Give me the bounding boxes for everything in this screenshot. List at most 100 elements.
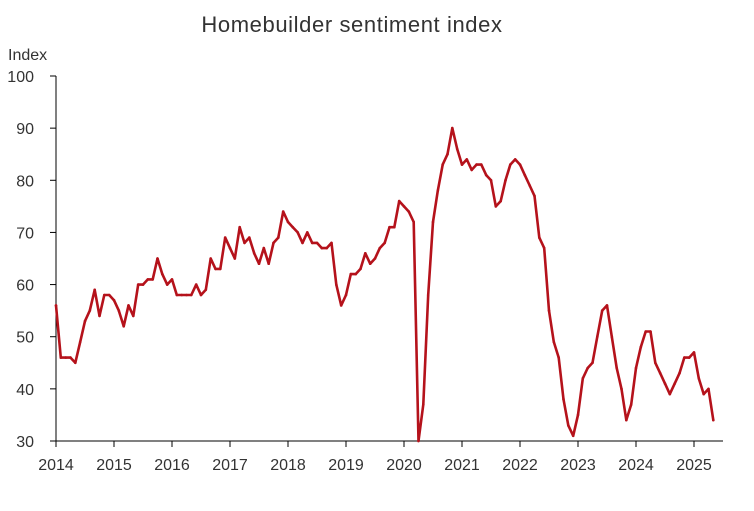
data-point-69 xyxy=(388,225,391,229)
data-point-24 xyxy=(170,278,174,281)
data-point-4 xyxy=(74,361,77,365)
data-point-44 xyxy=(267,262,271,266)
data-point-56 xyxy=(325,246,329,250)
data-point-110 xyxy=(586,366,589,370)
data-point-99 xyxy=(533,194,536,198)
data-point-83 xyxy=(455,147,459,151)
data-point-57 xyxy=(330,241,333,245)
data-point-125 xyxy=(658,371,662,375)
data-point-80 xyxy=(441,163,445,166)
data-point-54 xyxy=(315,241,319,245)
data-point-77 xyxy=(426,293,430,297)
data-point-5 xyxy=(78,340,82,344)
y-tick-label-30: 30 xyxy=(16,434,34,451)
data-point-129 xyxy=(678,371,681,375)
data-point-120 xyxy=(634,366,638,370)
data-point-121 xyxy=(639,345,643,349)
data-point-89 xyxy=(484,173,488,177)
data-point-58 xyxy=(335,283,338,286)
data-point-93 xyxy=(504,179,507,182)
data-point-31 xyxy=(204,288,208,292)
data-point-20 xyxy=(151,278,154,281)
data-point-67 xyxy=(378,246,382,250)
data-point-100 xyxy=(538,236,541,239)
x-tick-label-2014: 2014 xyxy=(38,457,74,474)
x-tick-label-2020: 2020 xyxy=(386,457,422,474)
data-point-38 xyxy=(238,225,241,229)
data-point-27 xyxy=(185,293,188,297)
x-tick-label-2015: 2015 xyxy=(96,457,132,474)
data-point-32 xyxy=(209,257,212,260)
x-tick-label-2019: 2019 xyxy=(328,457,364,474)
data-point-8 xyxy=(93,288,96,292)
data-point-106 xyxy=(567,424,570,427)
data-point-46 xyxy=(277,236,280,239)
x-axis-ticks: 2014 2015 2016 2017 2018 2019 2020 2021 2022 2023… xyxy=(38,441,712,474)
y-tick-label-40: 40 xyxy=(16,382,34,399)
data-point-128 xyxy=(673,382,676,385)
data-point-22 xyxy=(161,272,164,276)
data-point-55 xyxy=(320,246,324,250)
data-point-6 xyxy=(83,319,87,323)
data-point-53 xyxy=(310,241,314,245)
data-point-1 xyxy=(59,356,63,359)
data-point-29 xyxy=(194,283,198,286)
x-tick-label-2024: 2024 xyxy=(618,457,654,474)
data-point-118 xyxy=(625,418,628,422)
data-point-114 xyxy=(605,304,609,307)
data-point-61 xyxy=(349,272,353,276)
data-point-87 xyxy=(475,163,478,166)
data-point-66 xyxy=(373,257,377,260)
data-point-34 xyxy=(219,267,222,271)
data-point-26 xyxy=(180,293,183,297)
data-point-45 xyxy=(272,241,275,245)
data-point-102 xyxy=(547,309,551,312)
data-point-97 xyxy=(523,173,527,177)
data-point-3 xyxy=(69,356,72,359)
data-point-98 xyxy=(528,184,531,187)
data-point-13 xyxy=(117,309,121,312)
data-point-109 xyxy=(581,377,585,380)
data-point-49 xyxy=(291,225,295,229)
x-tick-label-2023: 2023 xyxy=(560,457,596,474)
data-point-65 xyxy=(368,262,372,266)
data-point-9 xyxy=(98,314,101,318)
y-tick-label-50: 50 xyxy=(16,330,34,347)
data-point-73 xyxy=(407,210,411,213)
data-point-107 xyxy=(571,434,575,438)
data-point-127 xyxy=(668,392,672,396)
data-point-84 xyxy=(460,163,464,166)
y-tick-label-60: 60 xyxy=(16,278,34,295)
series-line xyxy=(54,126,715,443)
data-point-10 xyxy=(103,293,106,297)
data-point-59 xyxy=(339,304,343,307)
data-point-94 xyxy=(509,163,512,166)
data-point-28 xyxy=(190,293,193,297)
data-point-62 xyxy=(354,272,358,276)
data-point-19 xyxy=(146,278,150,281)
data-point-126 xyxy=(663,382,667,385)
data-point-133 xyxy=(697,377,701,380)
data-point-122 xyxy=(644,330,647,333)
data-point-104 xyxy=(557,356,560,359)
data-point-123 xyxy=(649,330,652,333)
data-point-60 xyxy=(344,293,348,297)
data-point-43 xyxy=(262,246,266,250)
data-point-92 xyxy=(499,199,503,203)
data-point-130 xyxy=(683,356,686,359)
data-point-132 xyxy=(692,351,696,354)
data-point-72 xyxy=(402,205,406,208)
data-point-116 xyxy=(615,366,618,370)
data-point-131 xyxy=(687,356,691,359)
data-point-0 xyxy=(54,304,58,307)
data-point-63 xyxy=(359,267,362,271)
data-point-119 xyxy=(629,403,633,406)
data-point-33 xyxy=(214,267,217,271)
data-point-35 xyxy=(223,236,227,239)
data-point-39 xyxy=(243,241,246,245)
data-point-85 xyxy=(465,158,469,161)
data-point-2 xyxy=(64,356,67,359)
data-points xyxy=(54,126,715,443)
data-point-113 xyxy=(600,309,604,312)
